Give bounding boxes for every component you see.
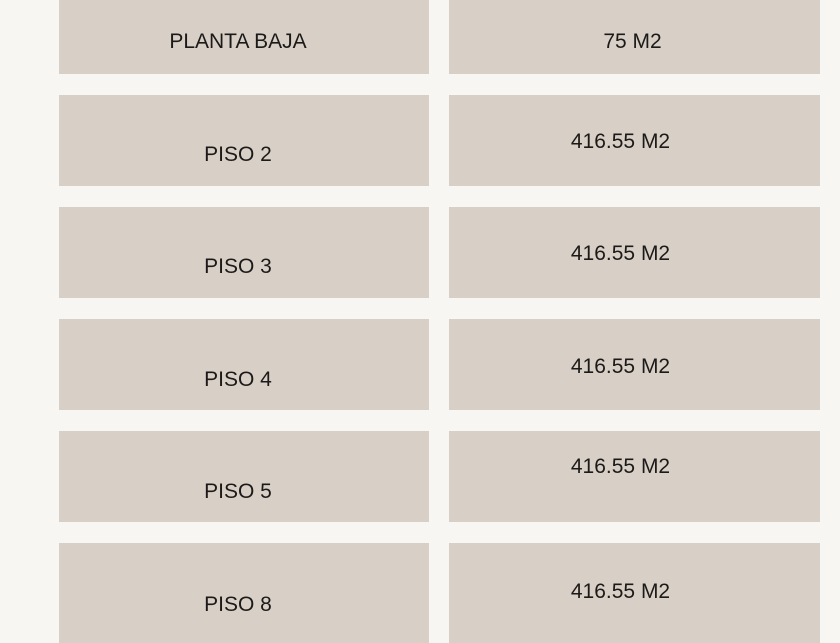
- area-value: 75 M2: [603, 30, 662, 53]
- area-cell: 416.55 M2: [449, 543, 820, 643]
- area-cell: 416.55 M2: [449, 319, 820, 410]
- area-value: 416.55 M2: [570, 242, 671, 265]
- area-value: 416.55 M2: [570, 580, 671, 603]
- area-cell: 416.55 M2: [449, 207, 820, 298]
- area-cell: 416.55 M2: [449, 95, 820, 186]
- floor-label: PISO 8: [204, 593, 272, 616]
- floor-cell: PLANTA BAJA: [59, 0, 429, 74]
- area-value: 416.55 M2: [570, 455, 671, 478]
- floor-label: PISO 4: [204, 368, 272, 391]
- floor-cell: PISO 4: [59, 319, 429, 410]
- floor-cell: PISO 3: [59, 207, 429, 298]
- floor-cell: PISO 8: [59, 543, 429, 643]
- area-value: 416.55 M2: [570, 355, 671, 378]
- area-value: 416.55 M2: [570, 130, 671, 153]
- floor-cell: PISO 2: [59, 95, 429, 186]
- floor-label: PLANTA BAJA: [169, 30, 307, 53]
- floor-label: PISO 5: [204, 480, 272, 503]
- area-cell: 75 M2: [449, 0, 820, 74]
- floor-cell: PISO 5: [59, 431, 429, 522]
- area-cell: 416.55 M2: [449, 431, 820, 522]
- floor-label: PISO 3: [204, 255, 272, 278]
- floor-label: PISO 2: [204, 143, 272, 166]
